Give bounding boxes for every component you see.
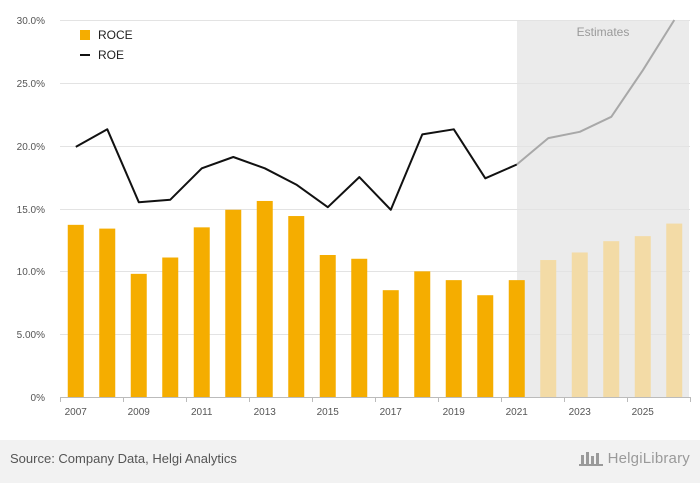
line-roe-actual	[75, 128, 518, 211]
line-roe-estimate	[516, 19, 676, 166]
bar-roce-2021	[508, 280, 525, 397]
y-tick-label: 0%	[31, 393, 46, 404]
roe-line	[75, 19, 676, 211]
brand-name: HelgiLibrary	[607, 449, 690, 467]
x-tick-label: 2017	[380, 407, 403, 418]
y-tick-label: 10.0%	[17, 267, 45, 278]
x-axis: 2007 2009 2011 2013 2015 2017 2019 2021 2023 2025	[60, 397, 691, 418]
roce-bars	[67, 200, 683, 397]
library-icon	[578, 452, 603, 466]
bar-roce-2014	[288, 216, 305, 397]
bar-roce-2015	[319, 254, 336, 397]
brand: HelgiLibrary	[578, 449, 690, 467]
bar-roce-2013	[256, 200, 273, 397]
estimates-label: Estimates	[577, 25, 630, 39]
bar-roce-2020	[477, 295, 494, 397]
bar-roce-2022	[540, 260, 557, 397]
x-tick-label: 2011	[191, 407, 213, 418]
bar-roce-2011	[193, 227, 210, 397]
bar-roce-2023	[571, 252, 588, 397]
y-tick-label: 5.00%	[17, 330, 45, 341]
y-tick-label: 20.0%	[17, 142, 45, 153]
x-tick-label: 2019	[443, 407, 466, 418]
x-tick-label: 2007	[65, 407, 88, 418]
bar-roce-2010	[162, 257, 179, 397]
bar-roce-2024	[603, 241, 620, 397]
y-tick-label: 25.0%	[17, 79, 45, 90]
bar-roce-2008	[99, 228, 116, 397]
legend-label-roce: ROCE	[98, 28, 133, 42]
chart: Estimates 0% 5.00% 10.0% 15.0% 20.0% 25.0% 30.…	[17, 16, 691, 418]
source-text: Source: Company Data, Helgi Analytics	[10, 451, 237, 466]
legend: ROCE ROE	[80, 28, 133, 62]
x-tick-label: 2013	[254, 407, 277, 418]
bar-roce-2016	[351, 258, 368, 397]
y-tick-label: 30.0%	[17, 16, 45, 27]
y-tick-label: 15.0%	[17, 205, 45, 216]
x-tick-label: 2025	[632, 407, 655, 418]
footer: Source: Company Data, Helgi Analytics He…	[0, 440, 700, 483]
bar-roce-2009	[130, 273, 147, 397]
bar-roce-2007	[67, 224, 84, 397]
legend-label-roe: ROE	[98, 48, 124, 62]
bar-roce-2018	[414, 271, 431, 397]
x-tick-label: 2023	[569, 407, 592, 418]
bar-roce-2012	[225, 209, 242, 397]
x-tick-label: 2021	[506, 407, 529, 418]
x-tick-label: 2015	[317, 407, 340, 418]
legend-swatch-roce	[80, 30, 90, 40]
bar-roce-2019	[445, 280, 462, 397]
bar-roce-2025	[634, 236, 651, 397]
bar-roce-2017	[382, 290, 399, 397]
y-axis: 0% 5.00% 10.0% 15.0% 20.0% 25.0% 30.0%	[17, 16, 45, 404]
x-tick-label: 2009	[128, 407, 151, 418]
bar-roce-2026	[666, 223, 683, 397]
